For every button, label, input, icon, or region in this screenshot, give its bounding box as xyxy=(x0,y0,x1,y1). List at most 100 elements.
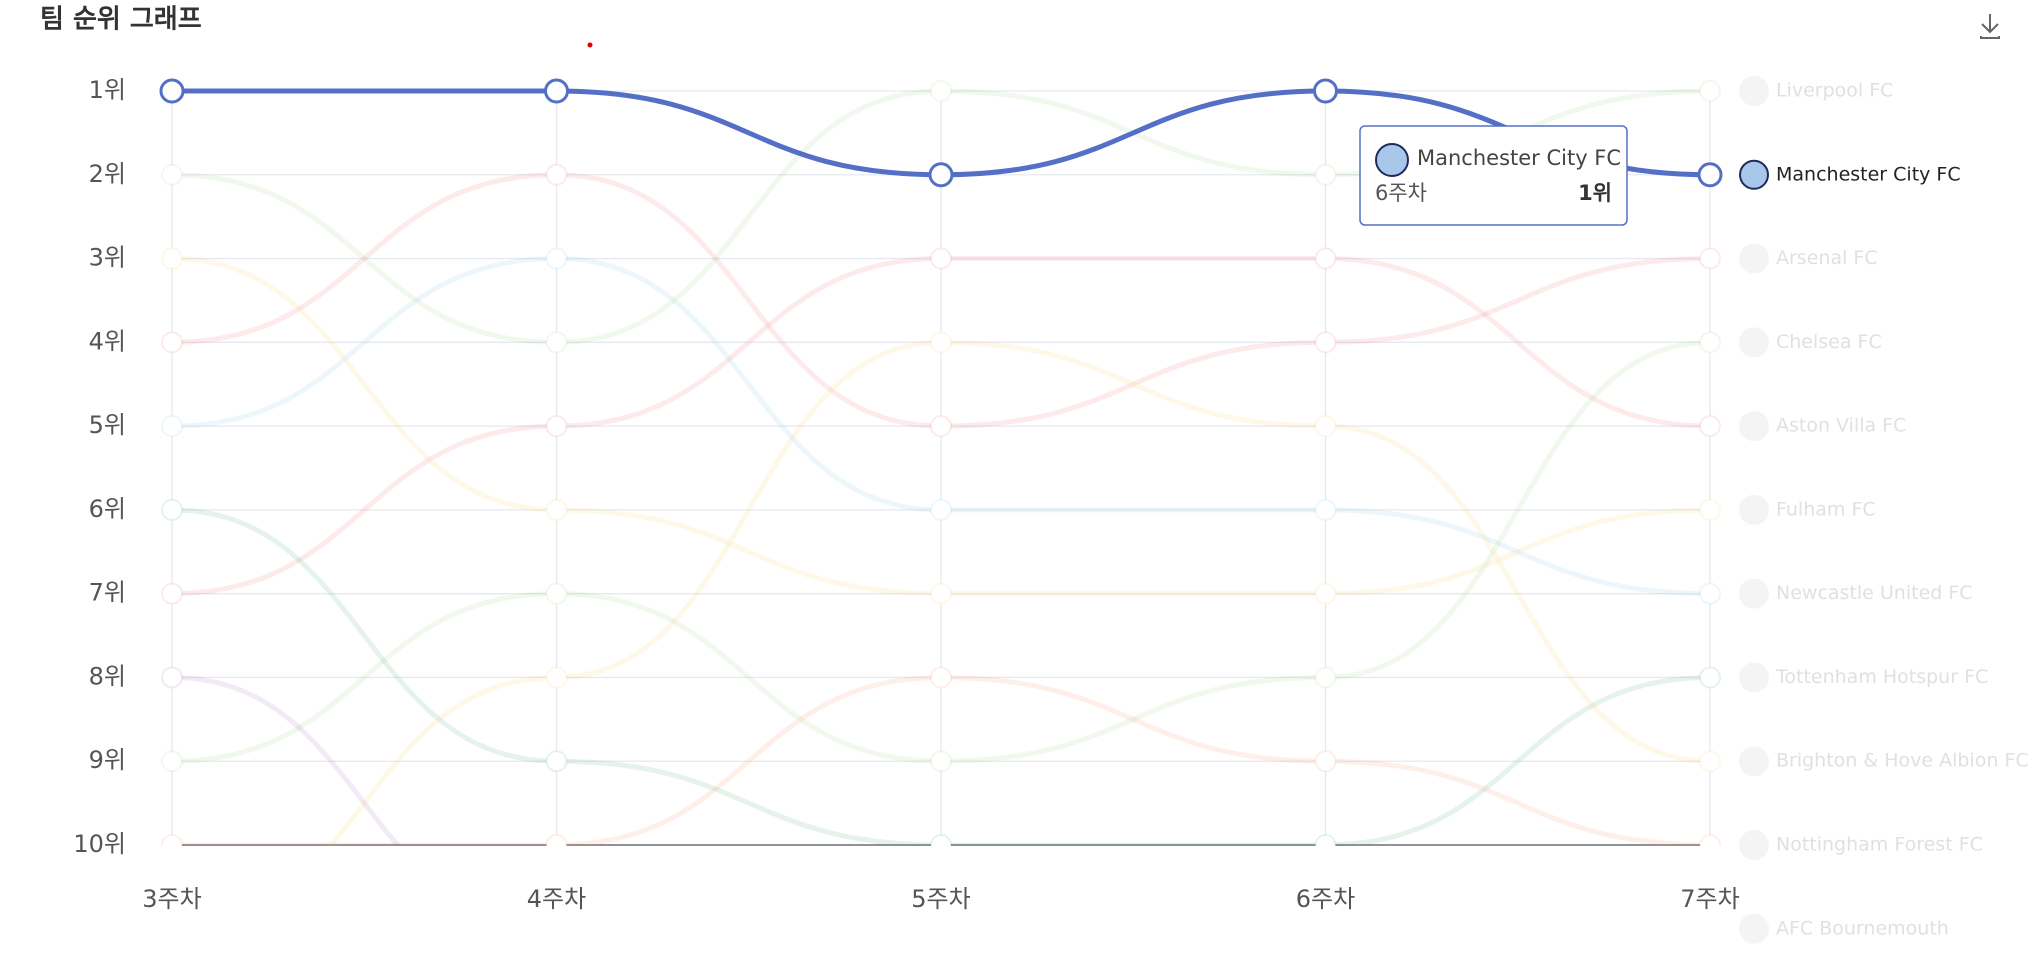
data-point xyxy=(930,80,952,102)
data-point xyxy=(545,582,568,605)
team-icon xyxy=(1739,243,1769,274)
data-point xyxy=(161,666,183,689)
data-point xyxy=(930,666,952,689)
data-point xyxy=(1699,834,1721,846)
y-tick-label: 7위 xyxy=(89,579,126,607)
team-icon xyxy=(1739,913,1769,944)
team-icon xyxy=(1739,662,1769,693)
data-point xyxy=(161,834,183,846)
end-label: Manchester City FC xyxy=(1776,163,1961,185)
tooltip: Manchester City FC 6주차 1위 xyxy=(1359,125,1628,226)
data-point xyxy=(162,919,182,939)
x-tick-label: 7주차 xyxy=(1680,885,1739,913)
series-layer xyxy=(159,78,1723,939)
end-label: Newcastle United FC xyxy=(1776,582,1973,604)
series-line xyxy=(171,256,1711,597)
data-point xyxy=(1314,750,1337,773)
tooltip-category: 6주차 xyxy=(1375,181,1427,205)
data-point xyxy=(161,415,183,438)
data-point xyxy=(1699,498,1721,521)
x-tick-label: 4주차 xyxy=(527,885,586,913)
data-point xyxy=(545,666,568,689)
data-point xyxy=(1699,582,1721,605)
data-point xyxy=(930,247,952,270)
end-label: Chelsea FC xyxy=(1776,331,1882,353)
end-label: Aston Villa FC xyxy=(1776,415,1906,437)
y-tick-label: 1위 xyxy=(89,76,126,104)
data-point xyxy=(1699,80,1721,102)
data-point xyxy=(1699,415,1721,438)
end-label: Fulham FC xyxy=(1776,498,1876,520)
team-icon xyxy=(1739,76,1769,106)
data-point xyxy=(545,415,568,438)
tooltip-icon xyxy=(1375,143,1409,177)
data-point xyxy=(930,834,952,846)
data-point xyxy=(930,582,952,605)
y-tick-label: 6위 xyxy=(89,495,126,523)
data-point xyxy=(547,919,567,939)
x-tick-label: 6주차 xyxy=(1296,885,1355,913)
data-point xyxy=(1699,750,1721,773)
data-point xyxy=(930,498,952,521)
data-point xyxy=(1314,582,1337,605)
data-point xyxy=(161,163,183,186)
series-line xyxy=(171,172,1711,429)
y-tick-label: 9위 xyxy=(89,746,126,774)
end-label: AFC Bournemouth xyxy=(1776,917,1949,939)
data-point xyxy=(161,331,183,354)
data-point xyxy=(161,247,183,270)
data-point xyxy=(545,834,568,846)
y-tick-label: 4위 xyxy=(89,327,126,355)
team-icon xyxy=(1739,494,1769,525)
data-point xyxy=(930,750,952,773)
series-line xyxy=(326,339,1711,846)
data-point xyxy=(544,78,569,104)
data-point xyxy=(1314,331,1337,354)
data-point xyxy=(1697,162,1723,188)
data-point xyxy=(545,750,568,773)
data-point xyxy=(931,919,951,939)
team-icon xyxy=(1739,578,1769,609)
data-point xyxy=(161,750,183,773)
end-label: Brighton & Hove Albion FC xyxy=(1776,750,2029,772)
data-point xyxy=(1314,163,1337,186)
chart-title: 팀 순위 그래프 xyxy=(40,5,202,35)
data-point xyxy=(1314,666,1337,689)
team-icon xyxy=(1739,159,1769,190)
x-tick-label: 5주차 xyxy=(911,885,970,913)
y-tick-label: 8위 xyxy=(89,662,126,690)
data-point xyxy=(1314,834,1337,846)
team-icon xyxy=(1739,327,1769,358)
end-label: Arsenal FC xyxy=(1776,247,1878,269)
end-label: Nottingham Forest FC xyxy=(1776,834,1983,856)
series-line xyxy=(171,507,1711,846)
x-tick-label: 3주차 xyxy=(142,885,201,913)
data-point xyxy=(1316,919,1336,939)
data-point xyxy=(545,247,568,270)
data-point xyxy=(1700,919,1720,939)
dot xyxy=(587,42,593,48)
data-point xyxy=(161,498,183,521)
data-point xyxy=(1314,415,1337,438)
y-tick-label: 2위 xyxy=(89,160,126,188)
series-line xyxy=(171,256,1711,597)
series-line xyxy=(171,674,402,846)
tooltip-series: Manchester City FC xyxy=(1417,146,1621,170)
tooltip-box xyxy=(1359,125,1628,226)
data-point xyxy=(1699,247,1721,270)
end-label: Tottenham Hotspur FC xyxy=(1775,666,1988,688)
data-point xyxy=(930,331,952,354)
data-point xyxy=(159,78,185,104)
team-icon xyxy=(1739,411,1769,442)
data-point xyxy=(1314,498,1337,521)
y-tick-label: 3위 xyxy=(89,244,126,272)
data-point xyxy=(161,582,183,605)
end-label: Liverpool FC xyxy=(1776,80,1893,102)
download-icon[interactable] xyxy=(1980,14,2000,39)
data-point xyxy=(1699,666,1721,689)
data-point xyxy=(1314,247,1337,270)
tooltip-value: 1위 xyxy=(1578,181,1612,205)
data-point xyxy=(545,163,568,186)
data-point xyxy=(1313,78,1338,104)
